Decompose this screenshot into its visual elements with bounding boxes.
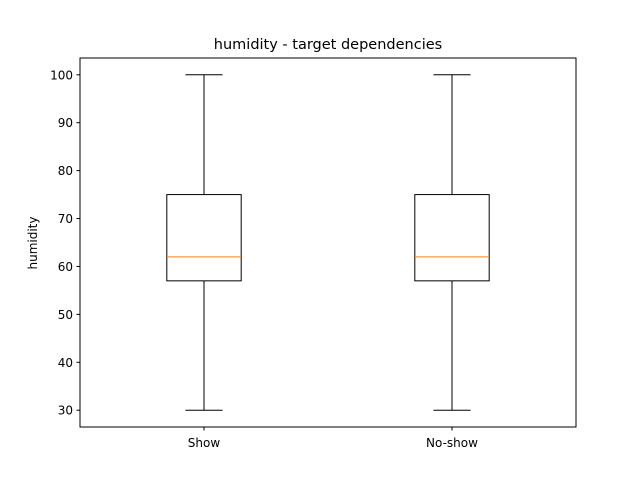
y-tick-label: 70 (58, 212, 73, 226)
y-tick-label: 50 (58, 308, 73, 322)
box-show (166, 194, 242, 282)
y-tick-label: 80 (58, 164, 73, 178)
y-tick-label: 60 (58, 260, 73, 274)
y-tick-label: 90 (58, 116, 73, 130)
x-axis: Show No-show (188, 427, 478, 450)
y-axis-label: humidity (26, 217, 40, 270)
x-tick-label: No-show (426, 436, 478, 450)
chart-title: humidity - target dependencies (214, 37, 442, 53)
y-tick-label: 30 (58, 404, 73, 418)
plot-frame (79, 57, 577, 428)
y-tick-label: 100 (50, 68, 73, 82)
boxes-layer (166, 74, 490, 411)
y-tick-label: 40 (58, 356, 73, 370)
x-tick-label: Show (188, 436, 221, 450)
box-no-show (414, 194, 490, 282)
y-axis: 30 40 50 60 70 80 90 100 (50, 68, 80, 418)
